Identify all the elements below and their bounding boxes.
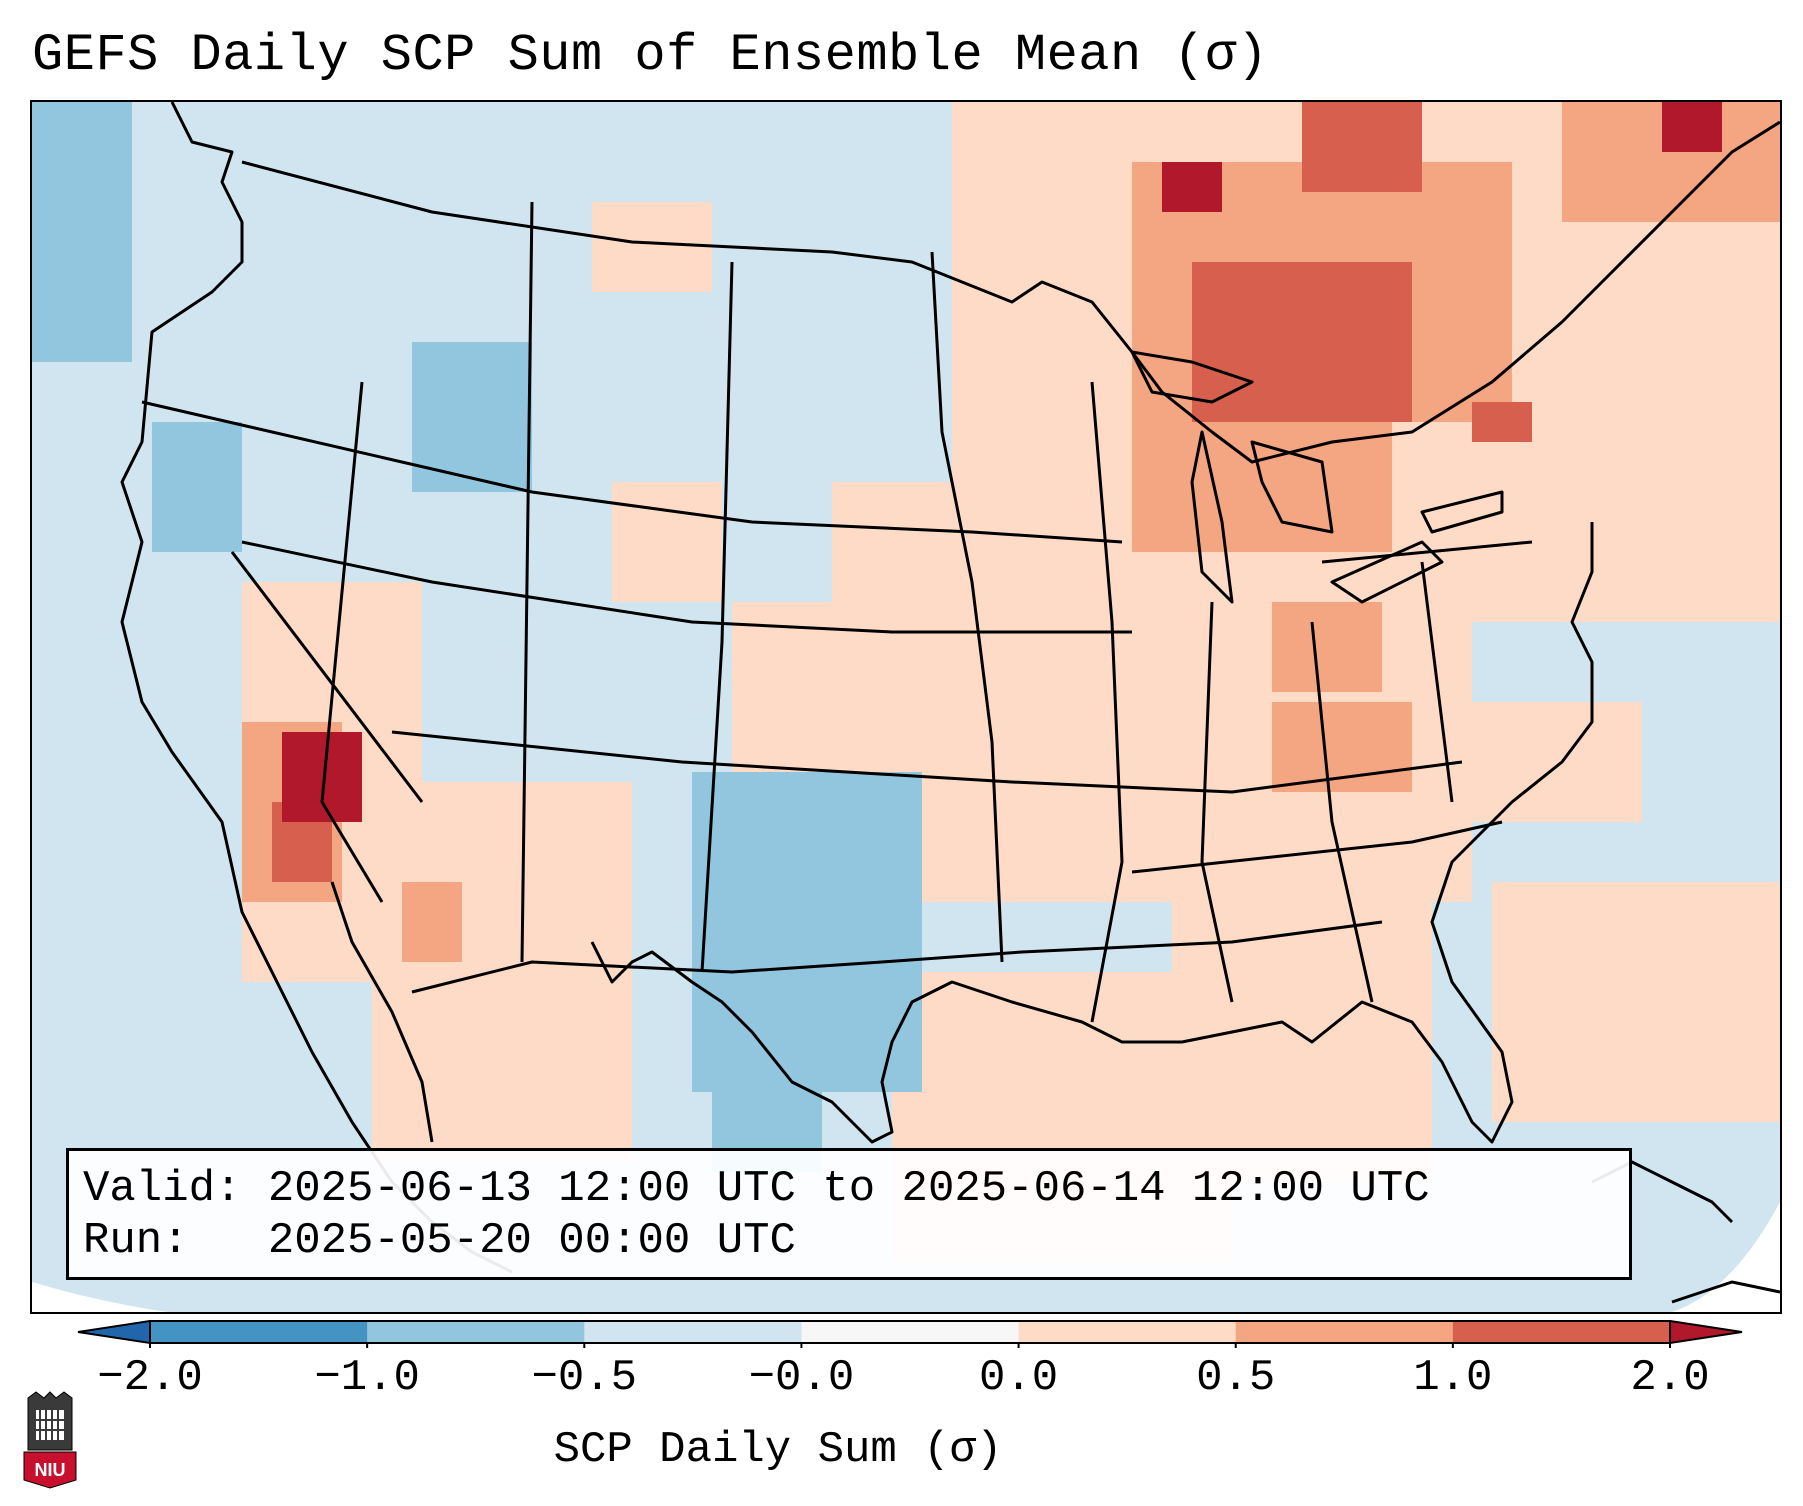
colorbar-tick-label: 0.0 <box>978 1353 1059 1403</box>
chart-title: GEFS Daily SCP Sum of Ensemble Mean (σ) <box>32 26 1269 85</box>
island-outline <box>1671 1280 1780 1304</box>
colorbar-segments <box>77 1319 1743 1348</box>
state-boundary <box>411 920 1383 994</box>
colorbar-tick-label: 1.0 <box>1413 1353 1493 1403</box>
anomaly-patch <box>1412 702 1642 822</box>
anomaly-patch <box>1302 102 1422 192</box>
colorbar-segment <box>584 1321 802 1343</box>
map-svg <box>32 102 1780 1312</box>
colorbar-segment <box>1018 1321 1237 1343</box>
run-value: 2025-05-20 00:00 UTC <box>267 1216 796 1266</box>
colorbar-tick-label: 2.0 <box>1630 1353 1710 1403</box>
lake-michigan <box>1190 430 1234 604</box>
off-projection-area <box>32 1282 452 1312</box>
state-boundary <box>230 551 424 803</box>
lake-huron <box>1250 440 1334 534</box>
state-boundary <box>1131 820 1503 874</box>
colorbar-tick-label: −0.0 <box>748 1353 855 1403</box>
lake-erie <box>1330 540 1444 604</box>
state-boundary <box>1200 601 1234 1003</box>
off-projection-area <box>1672 1202 1780 1312</box>
colorbar-outline <box>149 1320 1671 1344</box>
anomaly-patch <box>412 342 532 492</box>
state-boundary <box>1420 561 1454 803</box>
colorbar-segment <box>150 1321 368 1343</box>
state-boundary <box>241 540 1132 634</box>
anomaly-patch <box>1492 882 1780 1122</box>
lake-ontario <box>1420 490 1504 534</box>
us-canada-border <box>241 120 1780 464</box>
east-gulf-coastline <box>590 522 1594 1144</box>
anomaly-patch <box>152 422 242 552</box>
gulf-of-california-coast <box>330 881 434 1143</box>
state-boundary <box>391 730 1463 794</box>
anomaly-patch <box>1272 602 1382 692</box>
state-boundary <box>1310 621 1374 1003</box>
colorbar-tick-label: 0.5 <box>1196 1353 1276 1403</box>
colorbar-segment <box>801 1321 1020 1343</box>
colorbar <box>77 1319 1743 1348</box>
anomaly-patch <box>1132 422 1392 552</box>
anomaly-patch <box>402 882 462 962</box>
boundaries <box>120 102 1780 1304</box>
colorbar-tick-label: −1.0 <box>314 1353 420 1403</box>
valid-run-info-box: Valid: 2025-06-13 12:00 UTC to 2025-06-1… <box>66 1148 1632 1280</box>
colorbar-tick-label: −0.5 <box>531 1353 638 1403</box>
state-boundary <box>1321 540 1533 564</box>
anomaly-field <box>32 102 1780 1262</box>
anomaly-patch <box>612 482 722 602</box>
colorbar-title: SCP Daily Sum (σ) <box>553 1425 1003 1475</box>
niu-logo-text: NIU <box>35 1460 66 1480</box>
colorbar-segment <box>1235 1321 1454 1343</box>
run-label: Run: <box>83 1216 189 1266</box>
colorbar-extend-min <box>77 1319 151 1345</box>
west-coastline <box>120 102 513 1274</box>
state-boundary <box>520 201 534 963</box>
anomaly-patch <box>282 732 362 822</box>
anomaly-patch <box>592 202 712 292</box>
state-boundary <box>700 261 734 973</box>
anomaly-patch <box>1662 102 1722 152</box>
anomaly-patch <box>1192 262 1412 422</box>
state-boundary <box>320 381 384 903</box>
colorbar-segment <box>367 1321 585 1343</box>
anomaly-patch <box>1472 402 1532 442</box>
valid-value: 2025-06-13 12:00 UTC to 2025-06-14 12:00… <box>267 1164 1430 1214</box>
map-panel <box>30 100 1782 1314</box>
anomaly-patch <box>32 102 132 362</box>
lake-superior <box>1130 350 1254 404</box>
colorbar-tick-label: −2.0 <box>97 1353 203 1403</box>
valid-label: Valid: <box>83 1164 242 1214</box>
niu-seal-icon: NIU <box>23 1391 77 1489</box>
state-boundary <box>930 251 1004 963</box>
colorbar-segment <box>1452 1321 1671 1343</box>
anomaly-patch <box>1162 162 1222 212</box>
anomaly-patch <box>692 772 922 1092</box>
anomaly-patch <box>732 602 912 802</box>
state-boundary <box>141 400 1123 544</box>
state-boundary <box>1090 381 1124 1023</box>
colorbar-extend-max <box>1669 1319 1743 1345</box>
